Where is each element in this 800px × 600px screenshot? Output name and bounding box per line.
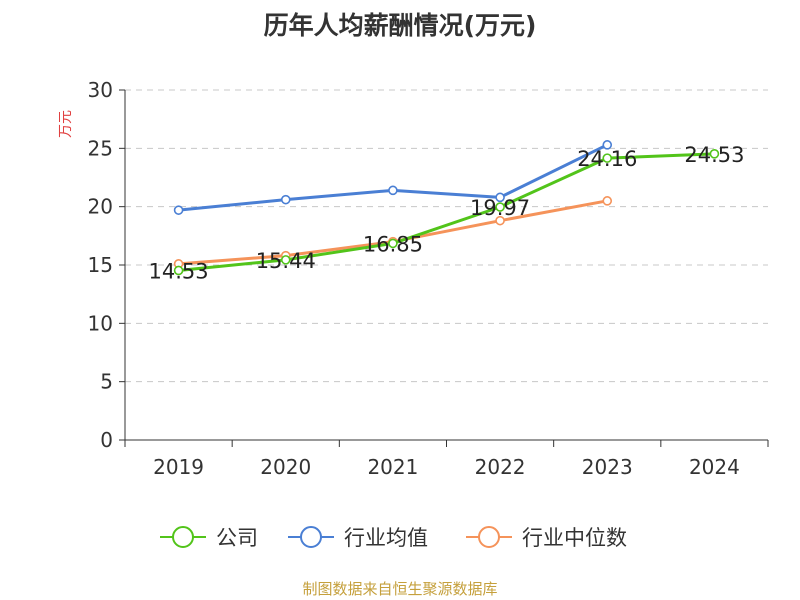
x-tick-label: 2024 xyxy=(689,455,740,479)
data-label: 14.53 xyxy=(149,259,209,283)
source-note: 制图数据来自恒生聚源数据库 xyxy=(302,580,498,598)
legend-label: 行业均值 xyxy=(344,526,428,550)
data-point xyxy=(173,265,184,276)
y-tick-label: 15 xyxy=(88,253,113,277)
y-axis-label: 万元 xyxy=(58,110,74,138)
legend-marker xyxy=(172,526,194,548)
legend: 公司 行业均值 行业中位数 xyxy=(160,526,627,550)
data-label: 19.97 xyxy=(470,196,530,220)
y-tick-label: 30 xyxy=(88,78,113,102)
y-tick-label: 10 xyxy=(88,311,113,335)
y-tick-label: 5 xyxy=(100,370,113,394)
x-tick-label: 2019 xyxy=(153,455,204,479)
data-label: 24.16 xyxy=(577,147,637,171)
chart-title: 历年人均薪酬情况(万元) xyxy=(263,11,537,40)
series-line xyxy=(177,143,609,212)
legend-item: 行业中位数 xyxy=(466,526,627,550)
legend-marker xyxy=(478,526,500,548)
data-point xyxy=(495,215,505,226)
axes: 0 5 10 15 20 25 30 2019 2020 2021 2022 2023 2024 万元 xyxy=(58,78,769,479)
grid-lines xyxy=(125,89,768,383)
x-tick-label: 2023 xyxy=(582,455,633,479)
legend-marker xyxy=(300,526,322,548)
x-tick-label: 2022 xyxy=(475,455,526,479)
data-point xyxy=(495,192,505,203)
legend-label: 行业中位数 xyxy=(522,526,627,550)
data-point xyxy=(709,149,720,159)
x-tick-label: 2020 xyxy=(260,455,311,479)
y-tick-label: 20 xyxy=(88,195,113,219)
data-point xyxy=(495,202,505,212)
data-point xyxy=(388,185,398,196)
data-point xyxy=(602,140,613,150)
legend-item: 公司 xyxy=(160,526,258,550)
data-point xyxy=(602,196,613,206)
data-label: 15.44 xyxy=(256,249,316,273)
legend-label: 公司 xyxy=(216,526,258,550)
series-line xyxy=(177,152,716,272)
y-tick-label: 25 xyxy=(88,136,113,160)
data-point xyxy=(280,255,291,265)
series-lines xyxy=(173,140,720,276)
legend-item: 行业均值 xyxy=(288,526,428,550)
data-label: 16.85 xyxy=(363,232,423,256)
data-point xyxy=(602,153,613,163)
y-tick-label: 0 xyxy=(100,428,113,452)
data-point xyxy=(173,205,184,215)
data-labels: 14.53 15.44 16.85 19.97 24.16 24.53 xyxy=(149,143,745,284)
data-point xyxy=(280,194,291,205)
x-tick-label: 2021 xyxy=(367,455,418,479)
data-point xyxy=(388,238,398,249)
data-label: 24.53 xyxy=(684,143,744,167)
